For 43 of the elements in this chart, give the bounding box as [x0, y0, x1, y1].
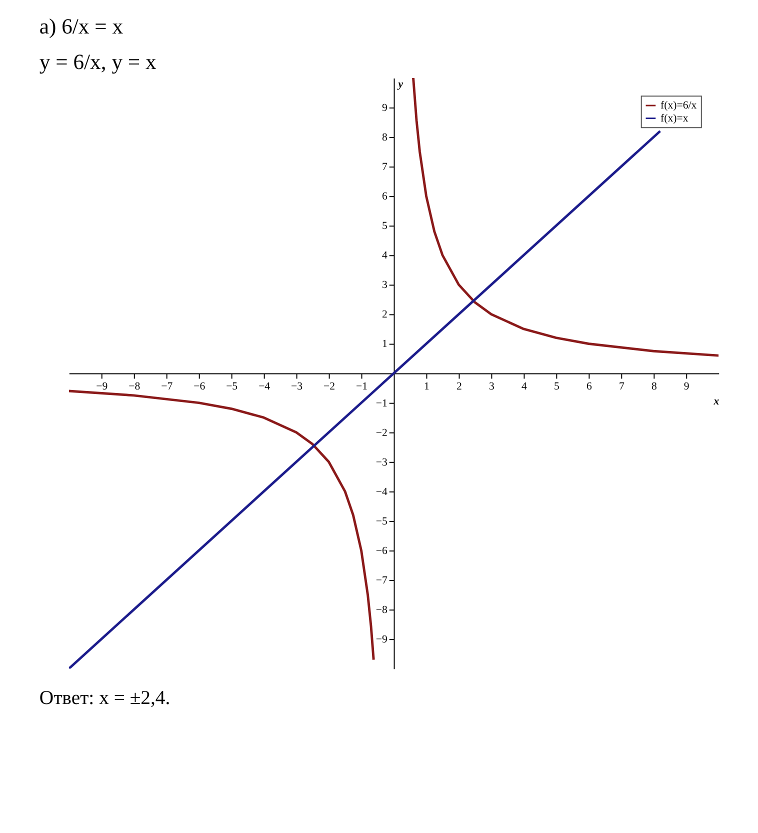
x-tick-label: 9 [684, 380, 690, 393]
chart-subtitle: y = 6/x, y = x [39, 50, 157, 74]
y-tick-label: −1 [376, 397, 388, 410]
y-tick-label: −2 [376, 426, 388, 439]
x-tick-label: 1 [424, 380, 430, 393]
y-tick-label: −3 [376, 456, 388, 468]
y-tick-label: −6 [376, 544, 388, 557]
x-tick-label: 2 [456, 380, 462, 393]
y-tick-label: −4 [376, 486, 388, 498]
x-tick-label: −7 [161, 380, 174, 393]
x-tick-label: −9 [96, 380, 108, 393]
x-tick-label: −1 [356, 380, 368, 393]
y-axis-title: y [396, 78, 404, 90]
x-tick-label: −2 [324, 380, 336, 393]
y-tick-label: −7 [376, 574, 388, 586]
y-tick-label: 7 [382, 161, 388, 174]
y-tick-label: 3 [382, 279, 388, 292]
y-tick-label: 6 [382, 190, 388, 203]
y-tick-label: 4 [382, 250, 388, 262]
x-tick-label: −4 [258, 380, 271, 393]
y-tick-label: 1 [382, 338, 388, 350]
x-tick-label: −8 [128, 380, 140, 393]
y-tick-label: 2 [382, 308, 388, 321]
x-tick-label: 3 [489, 380, 494, 393]
y-tick-label: −9 [376, 634, 388, 646]
x-tick-label: 8 [651, 380, 657, 393]
y-tick-label: 8 [382, 131, 388, 144]
x-tick-label: −3 [291, 380, 303, 393]
x-tick-label: −6 [194, 380, 206, 393]
x-axis-title: x [712, 395, 720, 408]
x-tick-label: −5 [226, 380, 238, 393]
x-tick-label: 7 [618, 380, 625, 393]
x-tick-label: 6 [586, 380, 592, 393]
legend-label: f(x)=x [660, 112, 689, 124]
y-tick-label: 9 [382, 102, 388, 114]
chart-title: а) 6/x = x [39, 14, 124, 39]
x-tick-label: 5 [554, 380, 560, 393]
y-tick-label: −8 [376, 604, 388, 616]
text: Ответ: x = ±2,4. [39, 687, 170, 710]
y-tick-label: 5 [382, 220, 388, 232]
y-tick-label: −5 [376, 515, 388, 528]
legend-label: f(x)=6/x [660, 99, 698, 112]
x-tick-label: 4 [522, 380, 528, 393]
